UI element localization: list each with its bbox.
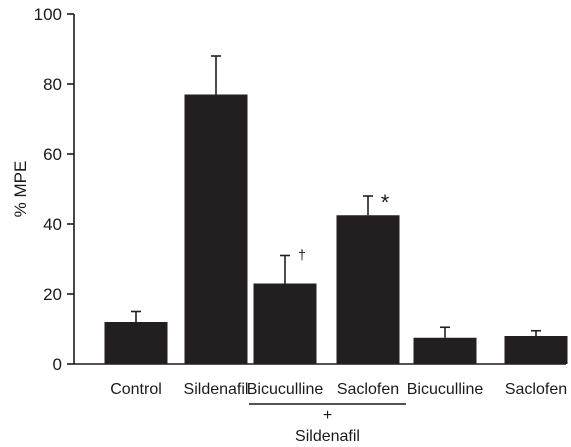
bar bbox=[504, 336, 568, 364]
group-bracket: + Sildenafil bbox=[249, 403, 406, 445]
group-bracket-label: Sildenafil bbox=[295, 428, 360, 445]
significance-asterisk: * bbox=[381, 190, 390, 215]
y-tick-label: 20 bbox=[43, 285, 62, 304]
group-bracket-plus: + bbox=[323, 407, 332, 424]
bar bbox=[336, 215, 400, 364]
x-tick-label: Sildenafil bbox=[184, 381, 249, 398]
y-tick-label: 0 bbox=[53, 355, 62, 374]
significance-markers: †* bbox=[298, 190, 390, 263]
x-tick-label: Saclofen bbox=[337, 381, 399, 398]
error-bars bbox=[131, 55, 541, 338]
y-axis: 0 20 40 60 80 100 bbox=[34, 5, 75, 374]
x-tick-label: Bicuculline bbox=[407, 381, 484, 398]
bar bbox=[104, 322, 168, 364]
y-tick-label: 100 bbox=[34, 5, 62, 24]
x-tick-label: Saclofen bbox=[505, 381, 567, 398]
x-tick-label: Control bbox=[110, 381, 162, 398]
y-tick-label: 60 bbox=[43, 145, 62, 164]
bar bbox=[413, 337, 477, 364]
y-tick-label: 80 bbox=[43, 75, 62, 94]
bar bbox=[253, 283, 317, 364]
x-tick-label: Bicuculline bbox=[247, 381, 324, 398]
y-tick-label: 40 bbox=[43, 215, 62, 234]
bars bbox=[104, 94, 568, 364]
bar bbox=[184, 94, 248, 364]
y-axis-label: % MPE bbox=[11, 161, 30, 218]
significance-dagger: † bbox=[298, 247, 306, 263]
